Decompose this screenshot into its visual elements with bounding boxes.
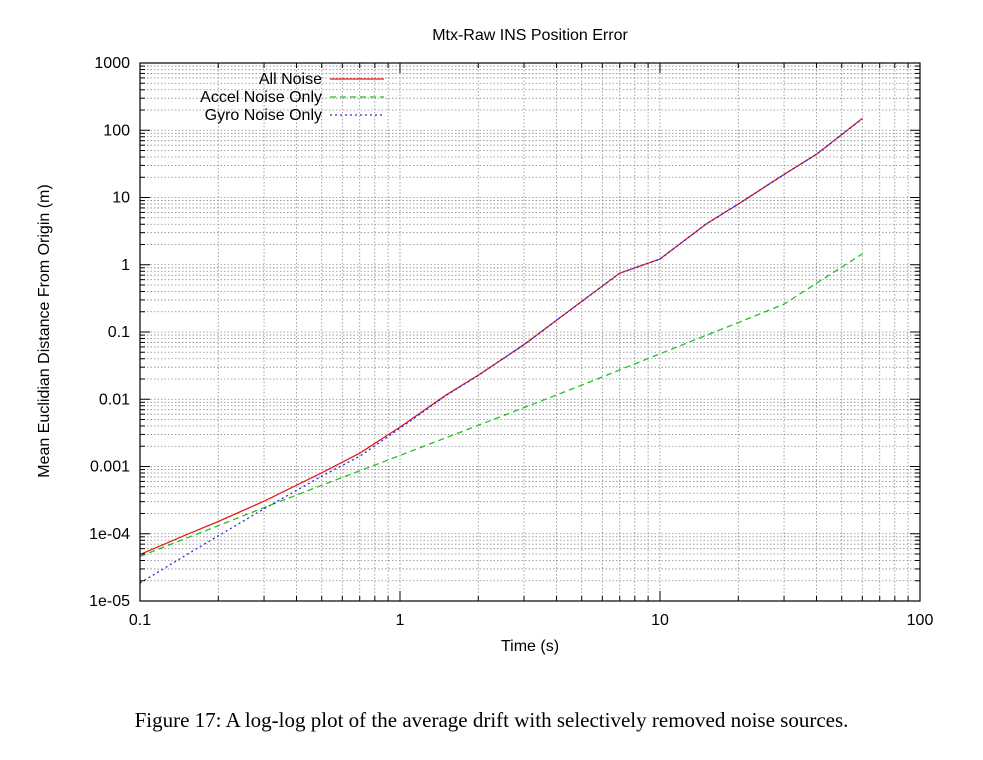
y-tick-label: 100 [103,122,130,139]
x-tick-label: 0.1 [129,612,151,629]
x-tick-label: 1 [396,612,405,629]
series-lines [139,117,863,584]
y-tick-label: 0.01 [99,391,130,408]
y-tick-label: 1 [121,257,130,274]
x-tick-label: 10 [651,612,669,629]
y-tick-label: 10 [112,190,130,207]
chart-background [0,0,983,700]
legend-label: Gyro Noise Only [205,107,322,124]
chart-title: Mtx-Raw INS Position Error [432,27,628,44]
chart: 0.1 1 10 100 1e-05 1e-04 0.001 0.01 0.1 1 10 100 100… [0,0,983,700]
y-tick-label: 1e-04 [89,526,130,543]
y-tick-label: 0.1 [108,324,130,341]
figure-caption: Figure 17: A log-log plot of the average… [134,708,849,732]
y-tick-label: 1000 [94,55,130,72]
grid-lines [140,63,920,601]
x-axis-label: Time (s) [501,638,559,655]
y-tick-label: 1e-05 [89,593,130,610]
series-line [139,253,863,558]
y-tick-label: 0.001 [90,459,130,476]
series-line [139,117,863,556]
legend-label: All Noise [259,71,322,88]
y-axis-label: Mean Euclidian Distance From Origin (m) [36,184,53,477]
axis-ticks: 0.1 1 10 100 1e-05 1e-04 0.001 0.01 0.1 1 10 100 100… [89,55,933,629]
x-tick-label: 100 [907,612,934,629]
legend-label: Accel Noise Only [200,89,322,106]
series-line [139,118,863,584]
